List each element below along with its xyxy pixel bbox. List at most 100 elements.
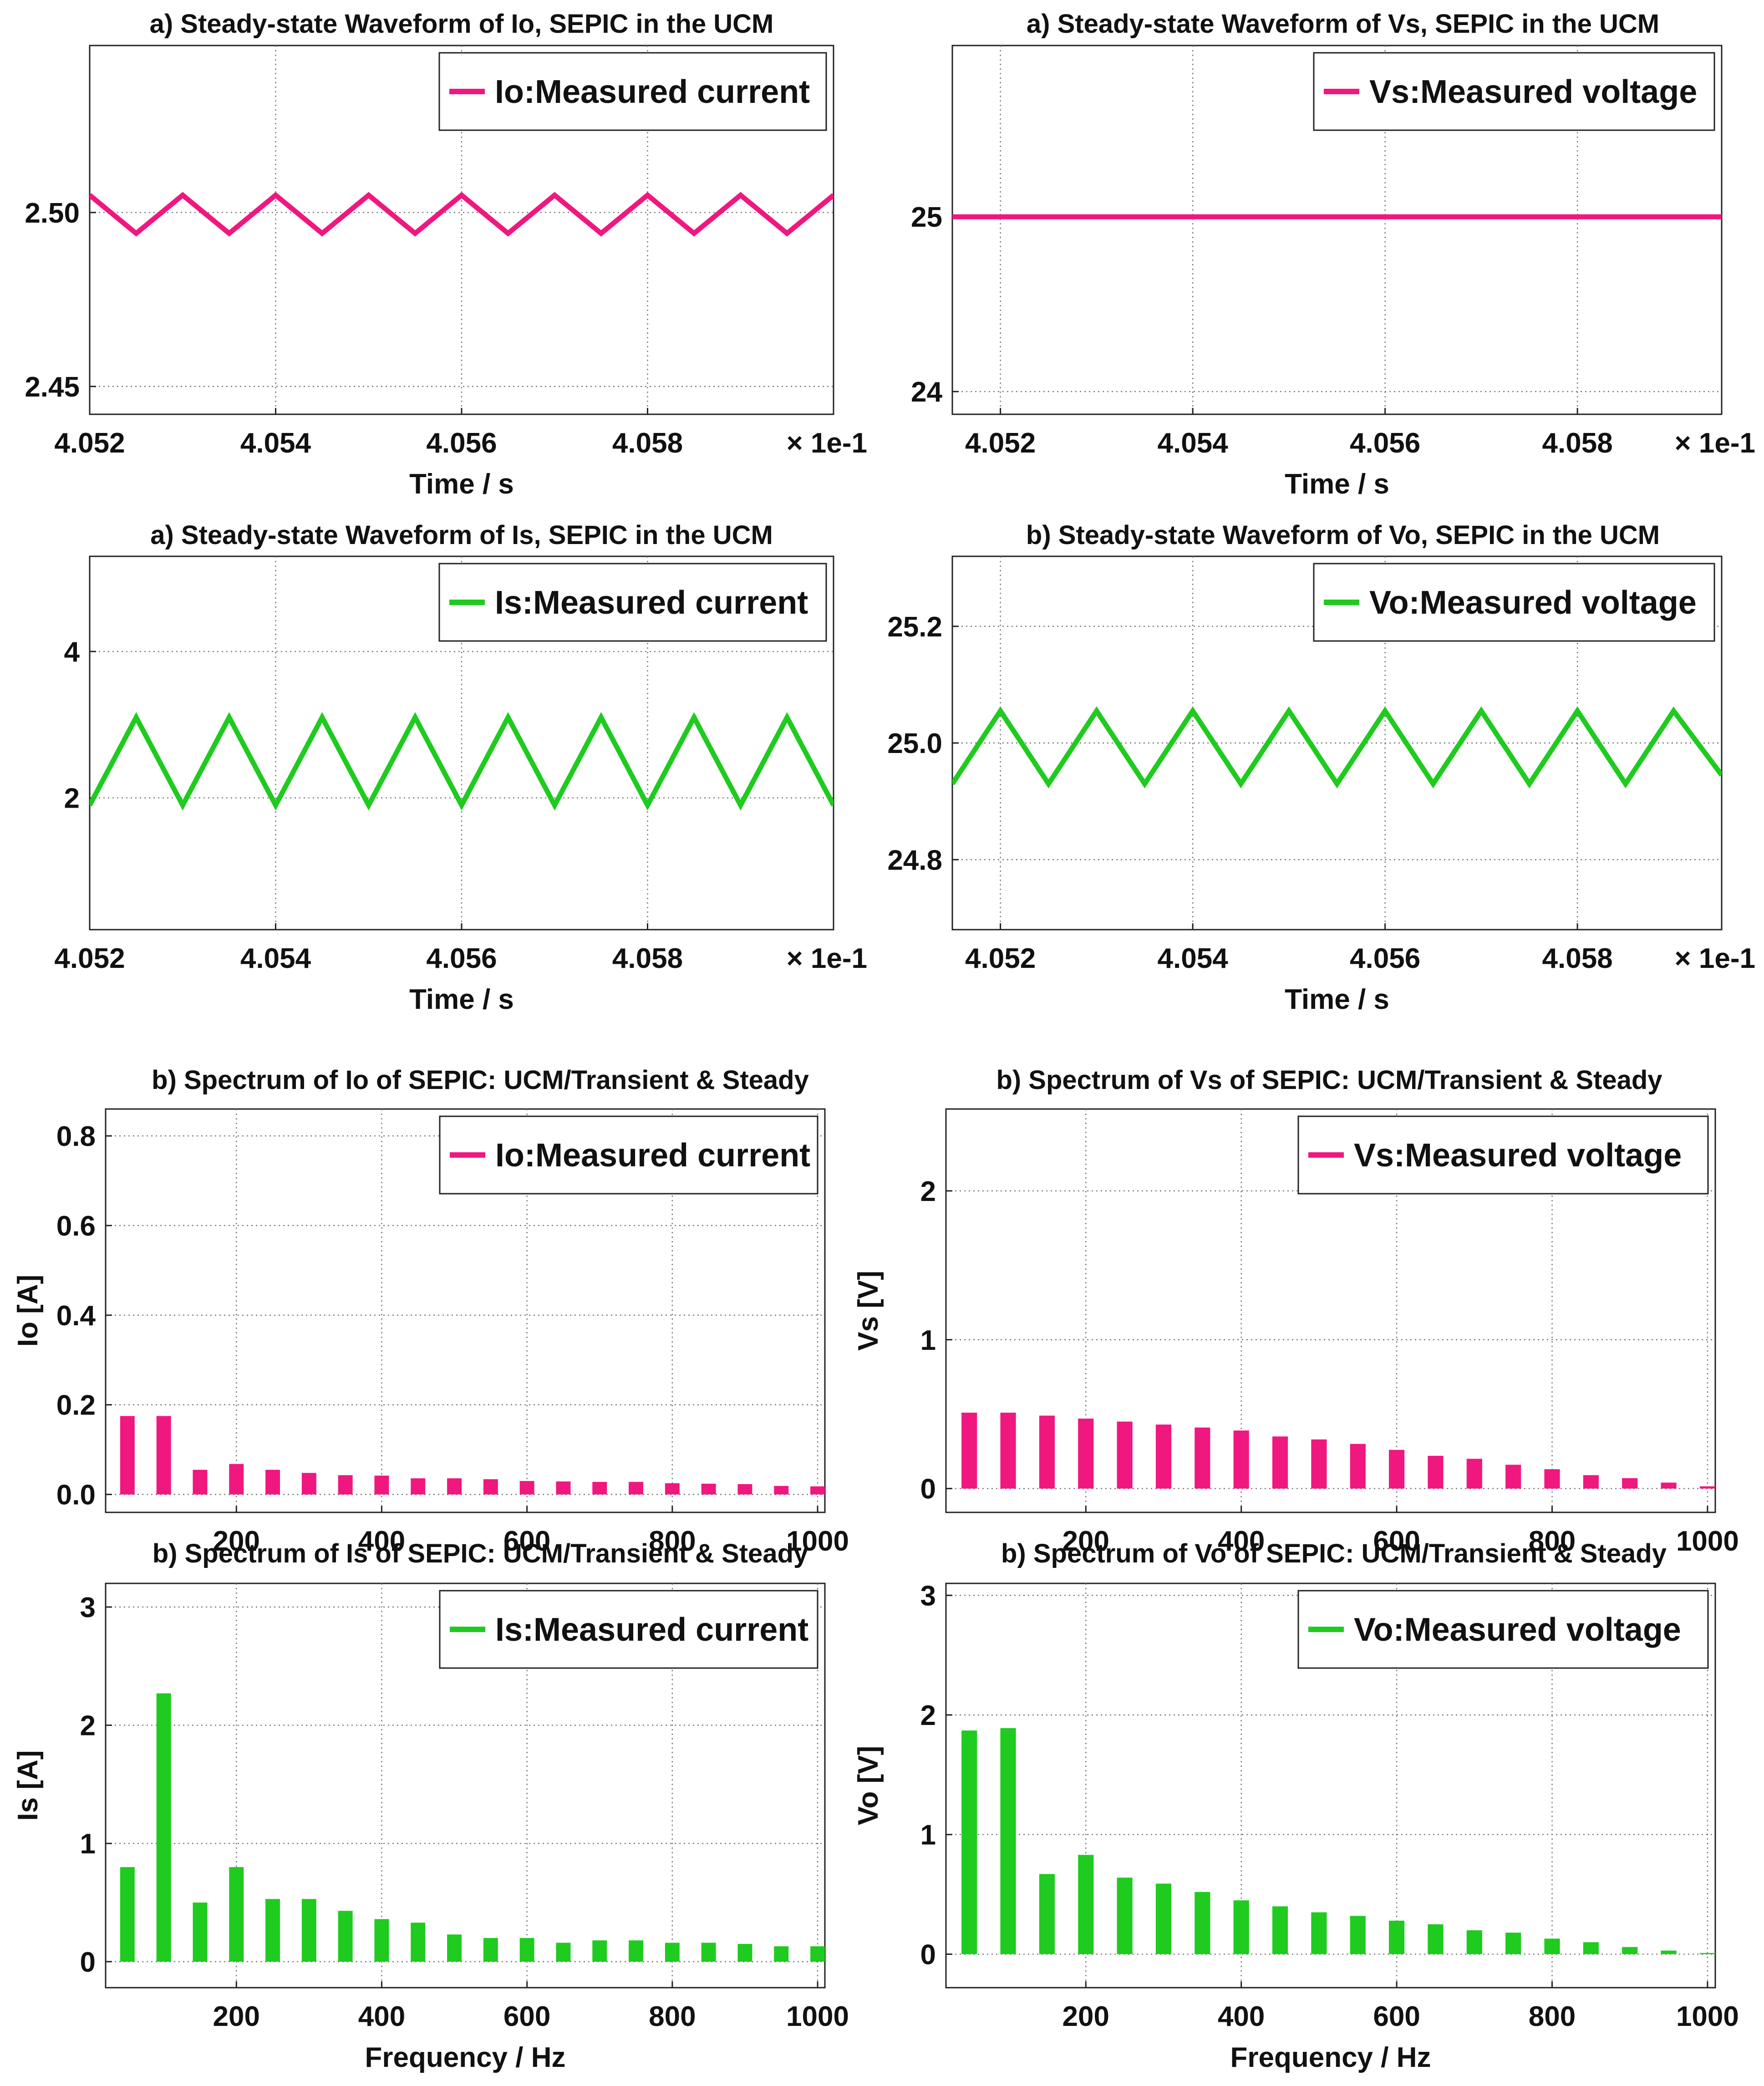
bar: [447, 1478, 462, 1495]
x-tick-label: 400: [1218, 1526, 1265, 1557]
bar: [265, 1470, 280, 1495]
bar: [193, 1903, 208, 1962]
x-tick-label: 600: [503, 2001, 550, 2032]
y-tick-label: 25.2: [887, 611, 942, 643]
y-tick-label: 24: [911, 376, 942, 408]
bar: [519, 1938, 534, 1962]
y-tick-label: 0: [80, 1947, 96, 1978]
y-axis-label: Vs [V]: [853, 1271, 884, 1351]
y-tick-label: 3: [80, 1592, 96, 1623]
y-axis-label: Vo [V]: [853, 1746, 884, 1826]
bar: [1505, 1933, 1521, 1954]
x-tick-label: 400: [1218, 2001, 1265, 2032]
x-tick-label: 4.054: [240, 427, 311, 459]
x-axis-label: Frequency / Hz: [1230, 2042, 1431, 2073]
bar: [774, 1486, 789, 1495]
chart-title: b) Spectrum of Vo of SEPIC: UCM/Transien…: [1001, 1539, 1667, 1568]
bar: [1117, 1421, 1133, 1489]
bar: [1078, 1419, 1094, 1489]
y-tick-label: 2.45: [25, 371, 80, 403]
panel-vs-spectrum: b) Spectrum of Vs of SEPIC: UCM/Transien…: [853, 1065, 1739, 1557]
bar: [737, 1944, 752, 1962]
y-axis-label: Io [A]: [12, 1275, 44, 1347]
legend-box: [439, 1590, 818, 1669]
bar: [1000, 1412, 1016, 1489]
x-tick-label: 400: [358, 2001, 405, 2032]
x-tick-label: 4.052: [965, 427, 1036, 459]
x-axis-multiplier: × 1e-1: [786, 943, 867, 974]
legend-box: [438, 52, 827, 131]
bar: [1078, 1855, 1094, 1954]
legend-box: [1297, 1590, 1709, 1669]
bar: [1622, 1478, 1638, 1489]
bar: [737, 1484, 752, 1495]
bar: [1272, 1906, 1288, 1954]
bar: [592, 1482, 607, 1495]
bar: [120, 1867, 135, 1962]
legend-label: Io:Measured current: [495, 1137, 810, 1174]
legend: Vo:Measured voltage: [1313, 563, 1715, 642]
legend-label: Is:Measured current: [495, 1612, 808, 1648]
bar: [1272, 1436, 1288, 1489]
panel-vs-waveform: a) Steady-state Waveform of Vs, SEPIC in…: [911, 9, 1755, 500]
y-tick-label: 2: [920, 1700, 936, 1731]
legend-box: [1313, 563, 1715, 642]
legend-box: [438, 563, 827, 642]
bar: [1311, 1439, 1327, 1489]
x-tick-label: 1000: [786, 2001, 849, 2032]
y-tick-label: 0.0: [56, 1480, 96, 1511]
x-tick-label: 800: [1529, 2001, 1576, 2032]
bar: [556, 1481, 571, 1495]
x-tick-label: 400: [358, 1526, 405, 1557]
y-tick-label: 2.50: [25, 198, 80, 229]
y-tick-label: 4: [64, 636, 80, 668]
bar: [156, 1416, 171, 1495]
y-tick-label: 1: [80, 1828, 96, 1860]
bar: [519, 1481, 534, 1495]
x-tick-label: 4.058: [1542, 943, 1613, 974]
panel-is-spectrum: b) Spectrum of Is of SEPIC: UCM/Transien…: [12, 1539, 849, 2073]
chart-title: a) Steady-state Waveform of Is, SEPIC in…: [150, 520, 773, 550]
bar: [411, 1923, 426, 1962]
panel-vo-waveform: b) Steady-state Waveform of Vo, SEPIC in…: [887, 520, 1755, 1015]
series-line: [90, 712, 834, 811]
x-tick-label: 800: [649, 1526, 696, 1557]
bar: [1117, 1877, 1133, 1954]
bar: [665, 1943, 680, 1962]
bar: [1583, 1475, 1599, 1489]
x-tick-label: 200: [213, 1526, 260, 1557]
legend: Vs:Measured voltage: [1313, 52, 1715, 131]
x-tick-label: 4.058: [612, 427, 683, 459]
bar: [1195, 1892, 1210, 1954]
bar: [774, 1946, 789, 1962]
bar: [1155, 1883, 1172, 1954]
x-tick-label: 1000: [1676, 2001, 1739, 2032]
y-tick-label: 2: [920, 1176, 936, 1207]
bar: [301, 1899, 316, 1962]
bar: [411, 1478, 426, 1495]
bar: [629, 1940, 644, 1962]
bar: [1428, 1455, 1444, 1489]
chart-title: b) Spectrum of Io of SEPIC: UCM/Transien…: [152, 1065, 809, 1095]
bar: [1544, 1938, 1560, 1954]
y-tick-label: 0: [920, 1939, 936, 1970]
bar: [1466, 1930, 1482, 1954]
x-tick-label: 4.054: [1158, 427, 1229, 459]
legend: Io:Measured current: [439, 1115, 818, 1195]
bar: [556, 1943, 571, 1962]
legend-label: Is:Measured current: [495, 585, 808, 621]
bar: [1311, 1912, 1327, 1954]
bar: [1466, 1459, 1482, 1489]
bar: [1195, 1427, 1210, 1489]
x-axis-label: Time / s: [409, 468, 514, 500]
panel-vo-spectrum: b) Spectrum of Vo of SEPIC: UCM/Transien…: [853, 1539, 1739, 2073]
bar: [1622, 1947, 1638, 1954]
bar: [1661, 1950, 1677, 1954]
bar: [1350, 1444, 1366, 1489]
bar: [483, 1479, 498, 1495]
bar: [229, 1464, 244, 1495]
bar: [1699, 1486, 1715, 1489]
bar: [1039, 1874, 1055, 1954]
y-axis-label: Is [A]: [12, 1750, 44, 1821]
legend: Vo:Measured voltage: [1297, 1590, 1709, 1669]
